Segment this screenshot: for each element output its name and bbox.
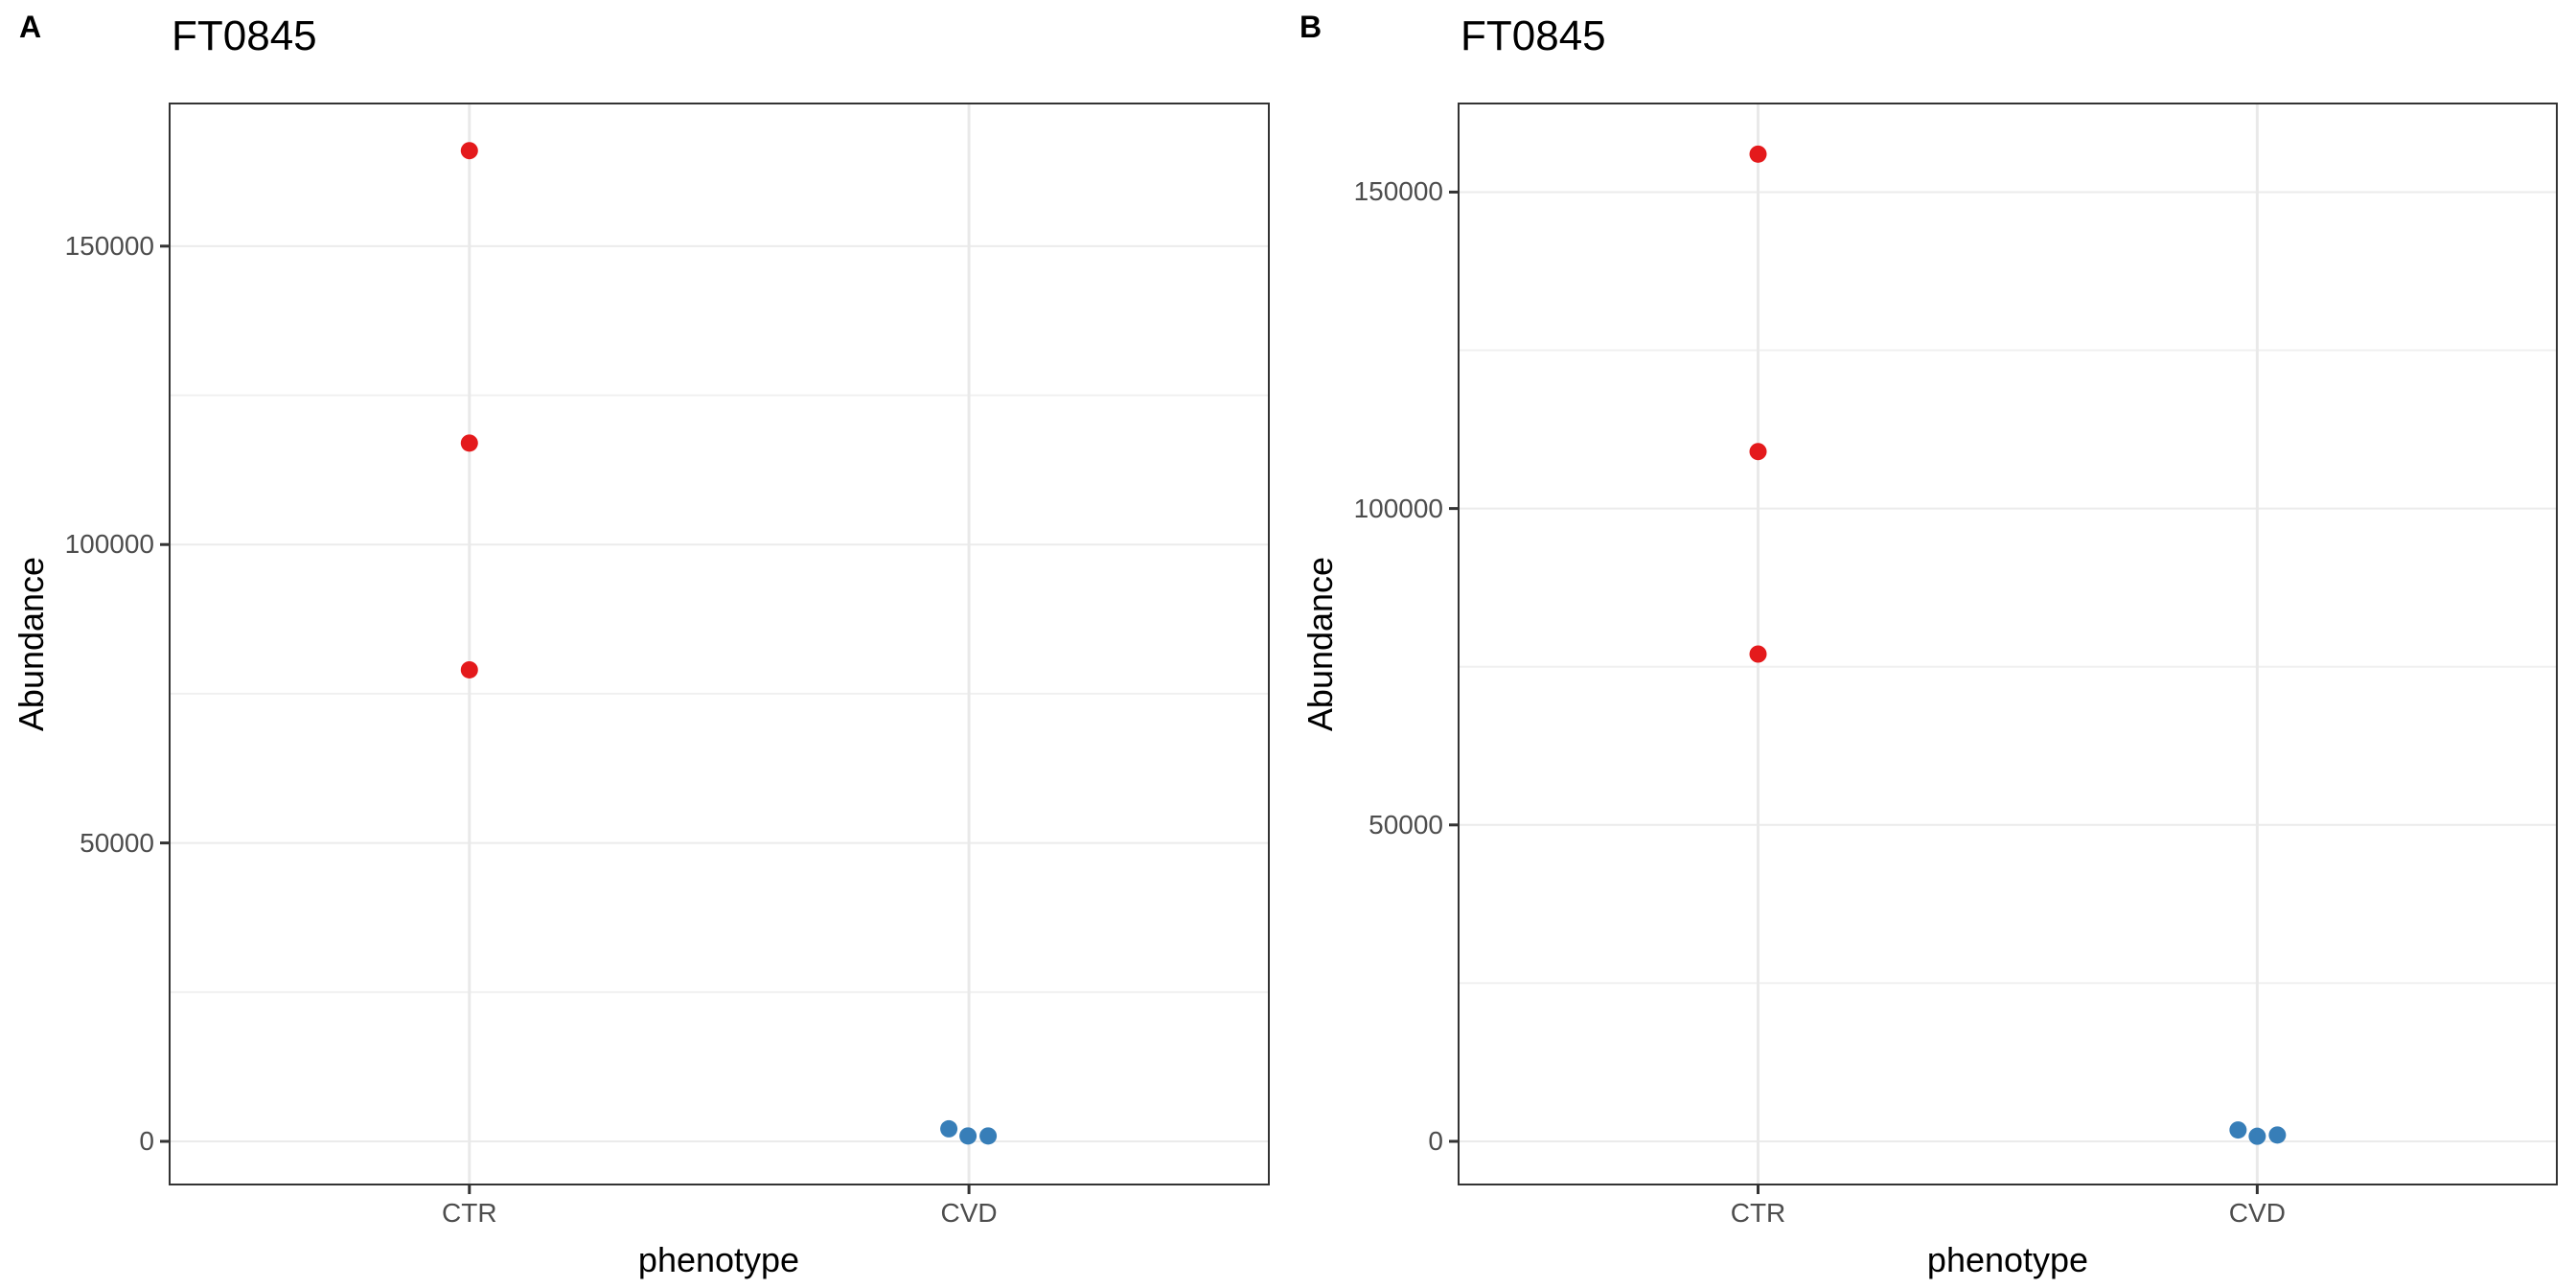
data-point-ctr [1749,145,1767,163]
data-point-ctr [460,142,478,160]
panel-label-a: A [19,10,42,44]
data-point-cvd [940,1119,958,1138]
x-tick-label: CTR [1730,1198,1786,1228]
x-tick-label: CTR [442,1198,497,1228]
panel-border [169,103,1270,1185]
plot-title-a: FT0845 [172,12,317,59]
plot-title-b: FT0845 [1460,12,1606,59]
data-point-cvd [959,1127,978,1145]
x-tick-label: CVD [2228,1198,2286,1228]
data-point-ctr [460,660,478,678]
y-tick-label: 150000 [1353,176,1443,207]
y-tick-label: 0 [1428,1125,1443,1156]
y-tick-label: 100000 [64,529,154,560]
data-point-cvd [2229,1121,2247,1139]
data-point-cvd [2248,1127,2266,1145]
x-axis-title-a: phenotype [637,1240,800,1279]
data-point-cvd [2268,1126,2287,1144]
panel-border [1458,103,2558,1185]
x-axis-title-b: phenotype [1926,1240,2089,1279]
data-point-cvd [979,1127,998,1145]
y-axis-title-b: Abundance [1300,556,1340,732]
y-tick-label: 100000 [1353,493,1443,523]
data-point-ctr [460,434,478,452]
y-tick-label: 50000 [1368,809,1443,840]
y-tick-label: 0 [139,1125,154,1156]
y-tick-label: 150000 [64,230,154,261]
data-point-ctr [1749,645,1767,663]
y-tick-label: 50000 [80,827,154,858]
x-tick-label: CVD [940,1198,998,1228]
panel-label-b: B [1300,10,1322,44]
data-point-ctr [1749,443,1767,461]
